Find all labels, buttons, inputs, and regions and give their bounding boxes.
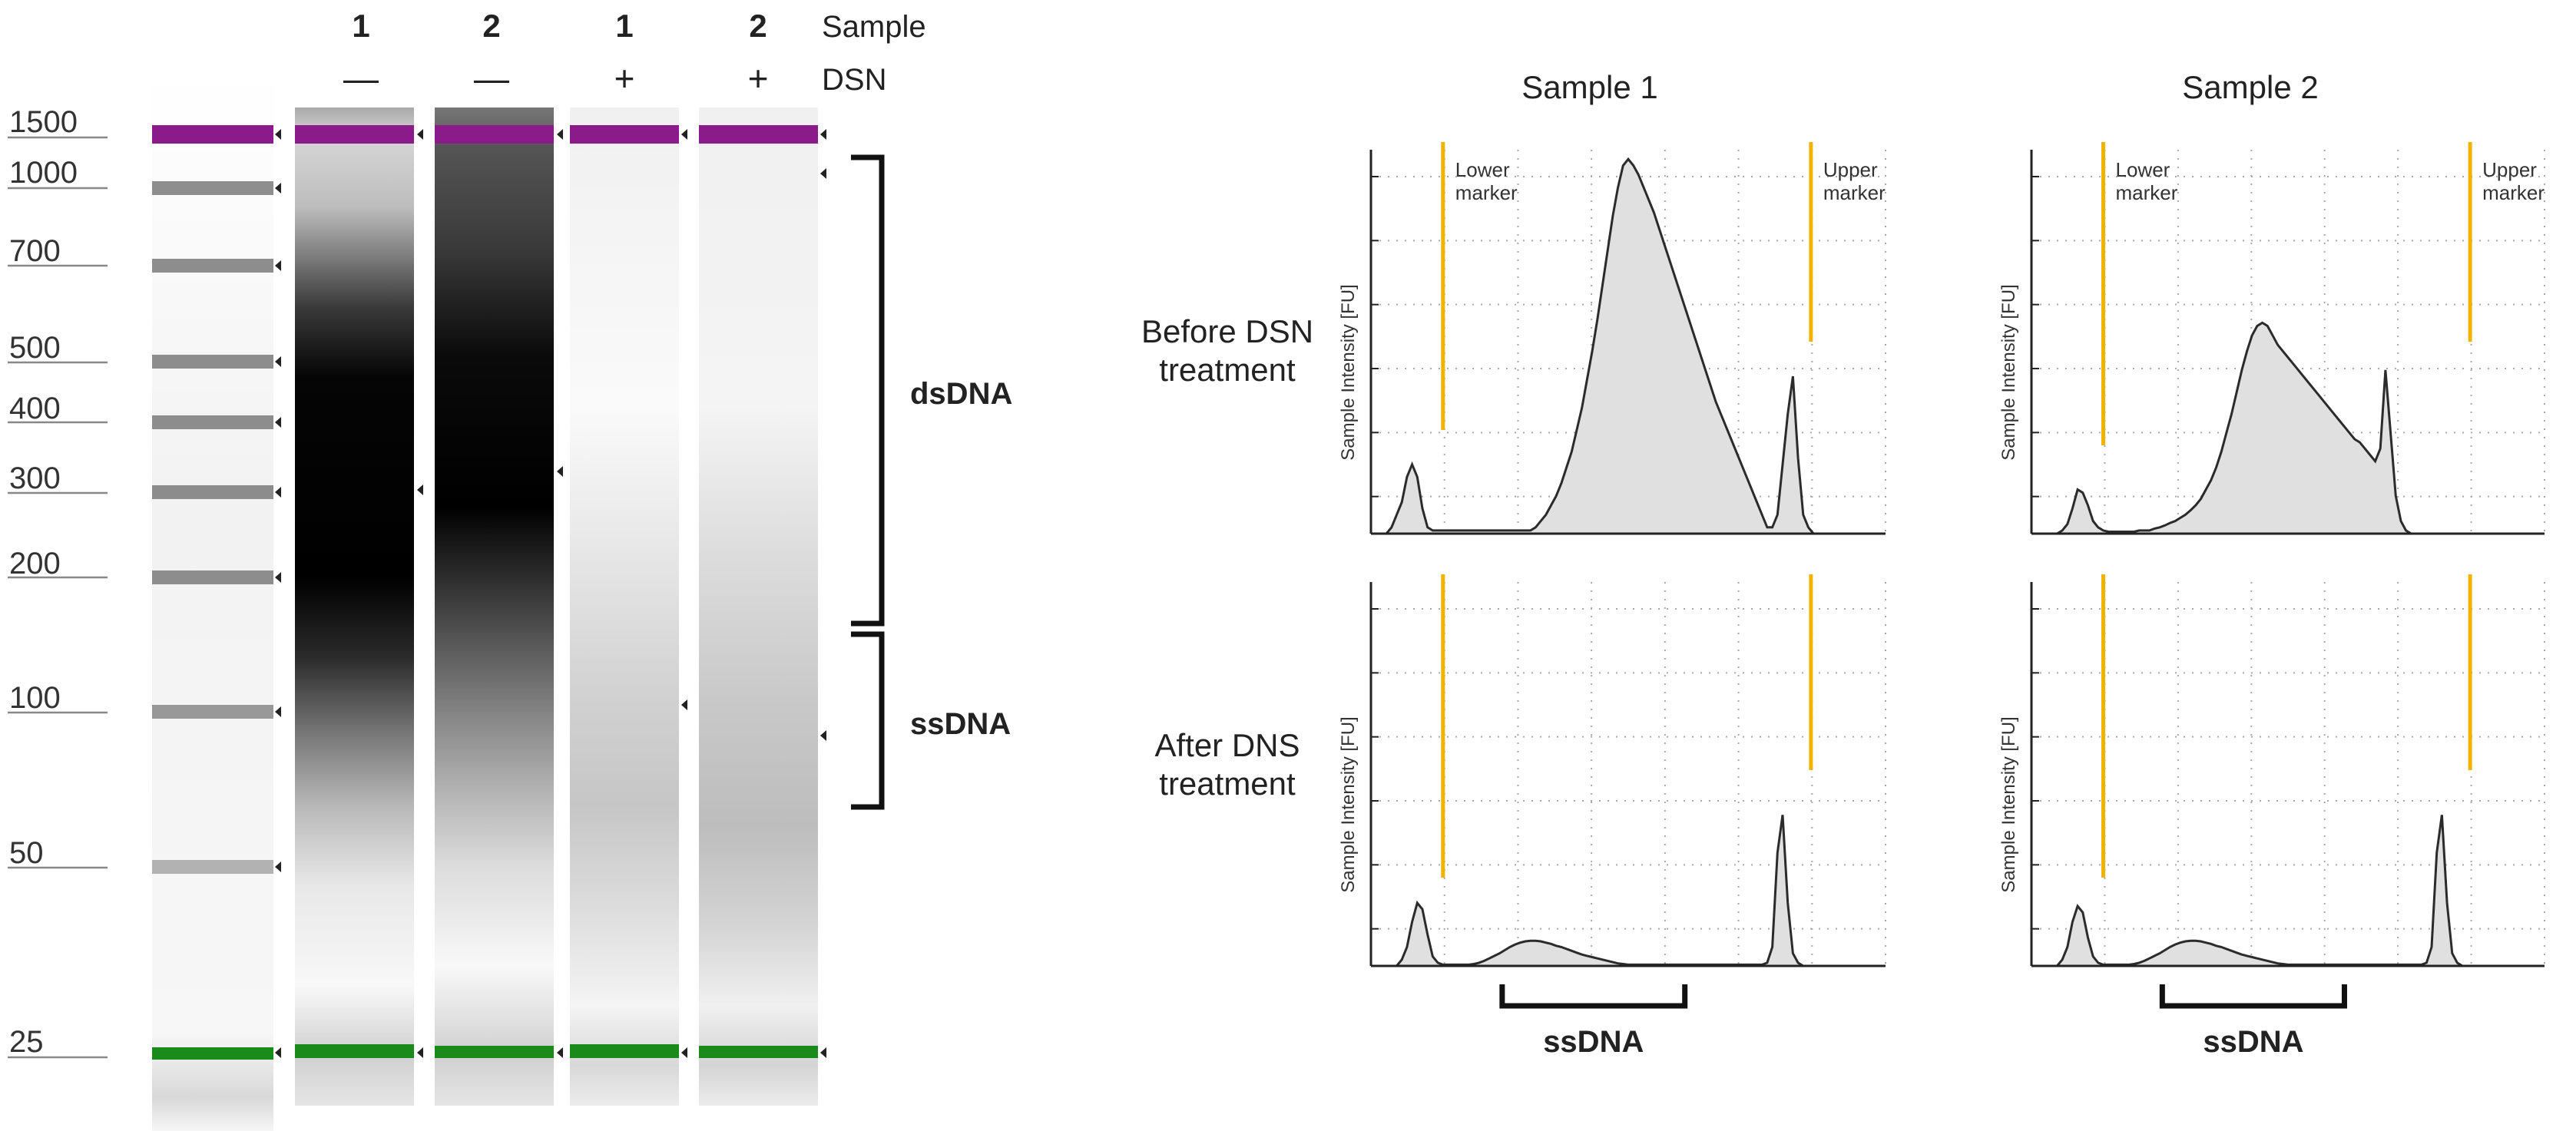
lane2-sample-number: 2 [482,8,500,44]
electropherogram-sample2-before: Lower marker Upper marker Sample Intensity [… [1998,142,2545,535]
lower-marker-label: Lower marker [2116,158,2178,204]
y-axis-label: Sample Intensity [FU] [1998,284,2019,460]
column-title-sample-2: Sample 2 [2182,69,2318,105]
y-axis-label: Sample Intensity [FU] [1338,716,1359,892]
row-label-before: Before DSN treatment [1141,313,1313,388]
ssdna-range-bracket [1499,984,1688,1009]
lane4-dsn-sign: + [748,58,769,98]
trace-line [1371,157,1886,535]
lane2-dsn-sign: — [474,58,509,98]
sample-lane-4 [699,107,818,1106]
trace-area [1371,159,1886,534]
lane3-dsn-sign: + [614,58,635,98]
upper-marker-label: Upper marker [1823,158,1886,204]
trace-area [2031,815,2545,966]
y-axis-label: Sample Intensity [FU] [1998,716,2019,892]
ladder-label-400: 400 [9,392,61,425]
header-sample-label: Sample [822,10,926,44]
gel-image: Sample DSN 1 2 1 2 — — + + 1500 1000 700… [8,8,1012,1131]
trace-line [2031,815,2545,967]
lane-triangle-markers [275,129,826,1058]
lane1-sample-number: 1 [352,8,369,44]
ladder-label-25: 25 [9,1025,44,1059]
sample-lane-2 [435,107,554,1106]
ladder-label-500: 500 [9,331,61,365]
ssdna-bracket: ssDNA [851,631,1011,810]
lane3-sample-number: 1 [615,8,633,44]
sample-lane-3 [570,107,679,1106]
dsdna-bracket-label: dsDNA [910,377,1012,411]
ladder-label-1000: 1000 [9,156,78,190]
upper-marker-label: Upper marker [2482,158,2545,204]
ladder-label-50: 50 [9,836,44,870]
ladder-label-1500: 1500 [9,105,78,139]
trace-area [2031,322,2545,534]
ssdna-range-label: ssDNA [2203,1025,2303,1059]
row-label-after: After DNS treatment [1154,727,1300,802]
lower-marker-label: Lower marker [1455,158,1518,204]
ladder-label-700: 700 [9,234,61,268]
ladder-label-300: 300 [9,461,61,495]
dsdna-bracket: dsDNA [851,154,1012,627]
ssdna-range-label: ssDNA [1543,1025,1644,1059]
ladder-label-200: 200 [9,547,61,580]
trace-line [1371,815,1886,967]
ladder-size-labels: 1500 1000 700 500 400 300 200 100 50 25 [9,105,78,1059]
electropherogram-sample1-before: Lower marker Upper marker Sample Intensity [… [1338,142,1886,535]
ssdna-range-bracket [2159,984,2347,1009]
header-dsn-label: DSN [822,63,886,97]
electropherogram-sample1-after: Sample Intensity [FU] ssDNA [1338,574,1886,1059]
electropherogram-sample2-after: Sample Intensity [FU] ssDNA [1998,574,2545,1059]
trace-area [1371,815,1886,966]
sample-lane-1 [295,107,414,1106]
ladder-label-100: 100 [9,681,61,715]
y-axis-label: Sample Intensity [FU] [1338,284,1359,460]
ladder-lane [152,73,273,1131]
ladder-label-underlines [8,136,108,1059]
lane4-sample-number: 2 [749,8,767,44]
column-title-sample-1: Sample 1 [1521,69,1657,105]
lane1-dsn-sign: — [343,58,379,98]
ssdna-bracket-label: ssDNA [910,707,1011,741]
